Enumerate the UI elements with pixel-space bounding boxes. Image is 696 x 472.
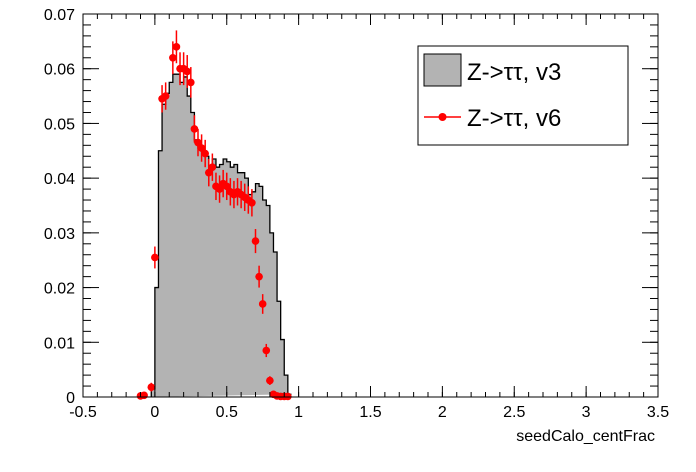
- legend: Z->ττ, v3 Z->ττ, v6: [417, 45, 629, 146]
- v3-histogram-bin: [194, 140, 198, 397]
- v3-histogram-bin: [209, 170, 213, 397]
- v6-data-point: [190, 115, 199, 143]
- v6-marker: [284, 392, 292, 401]
- v3-histogram-bin: [205, 156, 209, 397]
- x-tick-label: 3.5: [647, 404, 669, 421]
- v3-histogram-bin: [155, 288, 159, 397]
- axes: -0.5 0 0.5 1 1.5 2 2.5 3 3.500.010.020.030.040.0…: [44, 7, 669, 421]
- v6-data-point: [197, 134, 206, 162]
- v3-histogram-bin: [266, 206, 270, 398]
- x-tick-label: 1: [294, 404, 303, 421]
- v3-histogram-area: [150, 73, 292, 397]
- v6-data-point: [251, 229, 260, 254]
- x-tick-label: 3: [582, 404, 591, 421]
- v6-marker: [147, 383, 156, 391]
- v3-histogram-bin: [180, 82, 184, 397]
- v6-data-point: [255, 265, 263, 288]
- v6-marker: [251, 237, 260, 245]
- v3-histogram-bin: [248, 195, 252, 397]
- x-tick-label: 2: [438, 404, 447, 421]
- v6-marker: [222, 182, 231, 191]
- v6-marker: [140, 391, 148, 400]
- x-tick-label: 1.5: [359, 404, 381, 421]
- y-tick-label: 0: [66, 390, 75, 407]
- v6-marker: [183, 67, 192, 76]
- v6-marker: [169, 53, 177, 62]
- v3-histogram-bin: [273, 252, 277, 397]
- v6-marker: [204, 168, 213, 177]
- v6-marker: [208, 163, 217, 171]
- v6-marker: [197, 144, 206, 152]
- x-tick-label: 0: [150, 404, 159, 421]
- v3-histogram-bin: [173, 74, 177, 397]
- legend-v3-label: Z->ττ, v3: [467, 59, 561, 86]
- v3-histogram-bin: [158, 151, 162, 397]
- legend-v6-marker: [438, 113, 447, 121]
- x-axis-title: seedCalo_centFrac: [516, 428, 655, 445]
- v6-data-point: [215, 175, 224, 203]
- v3-histogram-bin: [202, 151, 206, 397]
- v3-histogram-bin: [281, 340, 285, 397]
- v6-data-point: [151, 246, 159, 269]
- v3-histogram-bin: [169, 82, 173, 397]
- v3-histogram-bin: [166, 93, 170, 397]
- v3-histogram-bin: [176, 74, 180, 397]
- x-tick-label: 0.5: [216, 404, 238, 421]
- v3-histogram-layer: [150, 73, 292, 398]
- v6-marker: [248, 198, 256, 207]
- v6-data-point: [140, 391, 148, 400]
- v3-histogram-bin: [256, 184, 260, 397]
- x-tick-label: 2.5: [503, 404, 525, 421]
- y-tick-label: 0.07: [44, 7, 75, 24]
- v6-marker: [266, 376, 274, 385]
- y-tick-label: 0.06: [44, 62, 75, 79]
- y-tick-label: 0.02: [44, 281, 75, 298]
- v6-marker: [161, 92, 170, 100]
- v6-marker: [151, 253, 159, 262]
- v6-data-point: [284, 392, 292, 401]
- v3-histogram-bin: [277, 301, 281, 397]
- v6-marker: [262, 346, 271, 355]
- v3-histogram-bin: [162, 104, 166, 397]
- v6-data-point: [172, 30, 181, 64]
- v3-histogram-bin: [270, 233, 274, 397]
- y-tick-label: 0.05: [44, 116, 75, 133]
- x-tick-label: -0.5: [69, 404, 97, 421]
- v6-data-point: [262, 343, 271, 358]
- v6-data-point: [147, 382, 156, 392]
- v3-histogram-bin: [187, 96, 191, 397]
- v6-marker: [258, 300, 267, 308]
- v6-marker: [194, 138, 202, 147]
- v6-data-point: [266, 376, 274, 385]
- v3-histogram-bin: [252, 192, 256, 397]
- v6-data-point: [194, 128, 202, 157]
- v6-data-point: [187, 67, 195, 98]
- v6-data-point: [201, 139, 209, 168]
- v6-marker: [187, 78, 195, 87]
- v6-marker: [172, 43, 181, 51]
- y-tick-label: 0.04: [44, 171, 75, 188]
- v6-marker: [215, 185, 224, 193]
- v6-data-point: [208, 153, 217, 181]
- v3-histogram-bin: [259, 186, 263, 397]
- y-tick-label: 0.01: [44, 335, 75, 352]
- legend-v3-swatch: [423, 53, 462, 87]
- v6-data-point: [248, 189, 256, 217]
- v6-data-point: [222, 172, 231, 201]
- v6-data-point: [258, 294, 267, 314]
- v6-marker: [190, 125, 199, 133]
- v6-marker: [201, 149, 209, 158]
- v3-histogram-bin: [198, 148, 202, 397]
- legend-v6-label: Z->ττ, v6: [467, 105, 561, 132]
- y-tick-label: 0.03: [44, 226, 75, 243]
- v3-histogram-bin: [184, 77, 188, 397]
- v6-data-point: [161, 82, 170, 110]
- v3-histogram-bin: [191, 112, 195, 397]
- v6-marker: [255, 272, 263, 281]
- v6-data-point: [204, 158, 213, 187]
